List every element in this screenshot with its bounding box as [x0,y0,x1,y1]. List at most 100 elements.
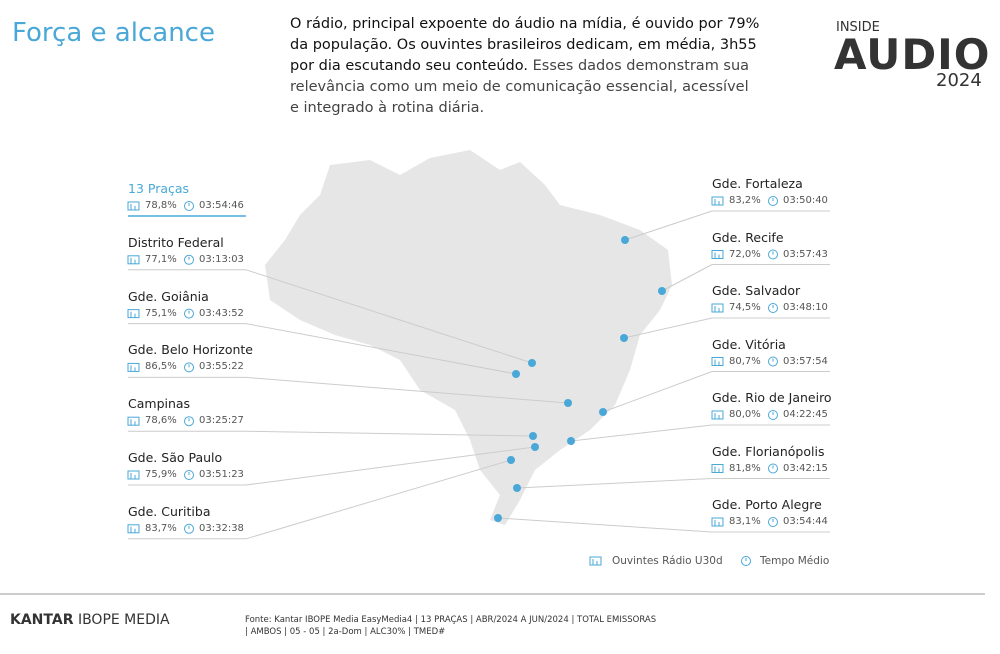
city-dot [507,456,515,464]
city-reach: 83,1% [729,516,761,527]
connector [602,371,713,413]
source-line: | AMBOS | 05 - 05 | 2a-Dom | ALC30% | TM… [245,627,446,637]
connector [245,446,536,486]
reach-icon [711,250,724,259]
city-name: Gde. Curitiba [128,503,211,519]
city-dot [528,359,536,367]
connector [245,459,512,540]
time-icon [768,463,778,474]
time-icon [741,556,751,566]
intro: O rádio, principal expoente do áudio na … [290,14,760,119]
brand: KANTAR IBOPE MEDIA [10,612,170,628]
time-icon [768,196,778,206]
city-time: 03:57:43 [783,248,828,260]
city-dot [529,432,537,440]
legend-reach: Ouvintes Rádio U30d [612,555,723,567]
city-reach: 75,9% [145,469,177,480]
logo-top: INSIDE [836,20,880,35]
time-icon [184,201,194,211]
city-time: 03:57:54 [783,355,828,367]
reach-icon [711,464,724,473]
city-name: Gde. Salvador [712,283,801,298]
city-name: 13 Praças [128,181,190,196]
source-line: Fonte: Kantar IBOPE Media EasyMedia4 | 1… [245,615,657,625]
city-reach: 83,2% [729,195,761,206]
city-name: Gde. Porto Alegre [712,497,822,512]
logo-main: AUDIO [834,30,991,79]
city-reach: 78,6% [145,415,177,427]
time-icon [184,254,194,265]
city-dot [512,370,520,378]
city-time: 03:25:27 [199,415,244,427]
time-icon [768,410,778,420]
city-reach: 81,8% [729,462,761,474]
reach-icon [711,517,724,527]
reach-icon [711,303,724,313]
time-icon [768,517,778,527]
time-icon [768,249,778,260]
logo-year: 2024 [936,70,982,91]
city-time: 03:32:38 [199,522,244,534]
city-dot [599,408,607,416]
city-reach: 86,5% [145,361,177,373]
city-reach: 80,7% [729,355,761,367]
connector [245,269,533,364]
city-dot [658,287,666,295]
legend-time: Tempo Médio [760,555,830,567]
city-dot [621,236,629,244]
connector [661,264,713,292]
brazil-map [265,150,672,525]
intro-emphasis: O rádio, principal expoente do áudio na … [290,16,760,74]
connector [245,376,569,404]
city-name: Gde. Belo Horizonte [128,342,253,358]
reach-icon [127,470,140,480]
reach-icon [127,201,140,211]
city-dot [620,334,628,342]
connector [245,323,517,375]
city-time: 03:43:52 [199,307,244,319]
connector [245,430,534,437]
reach-icon [127,416,140,426]
city-time: 03:48:10 [783,302,828,313]
city-time: 03:54:46 [199,200,244,211]
city-reach: 80,0% [729,409,761,420]
reach-icon [711,357,724,366]
city-time: 03:54:44 [783,516,828,527]
reach-icon [711,196,724,206]
city-reach: 77,1% [145,253,177,265]
city-name: Gde. Goiânia [128,288,209,304]
city-name: Gde. Recife [712,229,784,245]
city-time: 03:13:03 [199,253,244,265]
city-reach: 75,1% [145,307,177,319]
brand-bold: KANTAR [10,612,74,628]
city-name: Gde. Fortaleza [712,176,803,191]
connector [623,317,713,339]
city-time: 03:50:40 [783,195,828,206]
connector [624,210,713,241]
city-name: Gde. Vitória [712,336,786,352]
city-reach: 78,8% [145,200,177,211]
intro-rest: Esses dados demonstram sua relevância co… [290,58,750,116]
city-dot [494,514,502,522]
connector [516,478,713,489]
city-time: 03:42:15 [783,462,828,474]
city-reach: 83,7% [145,522,177,534]
city-dot [564,399,572,407]
connector [570,424,713,442]
time-icon [184,362,194,373]
city-time: 04:22:45 [783,409,828,420]
city-time: 03:51:23 [199,469,244,480]
reach-icon [127,524,140,534]
city-dot [567,437,575,445]
time-icon [768,356,778,367]
time-icon [184,416,194,427]
city-name: Gde. Rio de Janeiro [712,390,832,405]
time-icon [184,308,194,319]
city-name: Gde. Florianópolis [712,443,825,459]
city-reach: 74,5% [729,302,761,313]
time-icon [184,523,194,534]
connector [497,517,713,533]
city-dot [513,484,521,492]
